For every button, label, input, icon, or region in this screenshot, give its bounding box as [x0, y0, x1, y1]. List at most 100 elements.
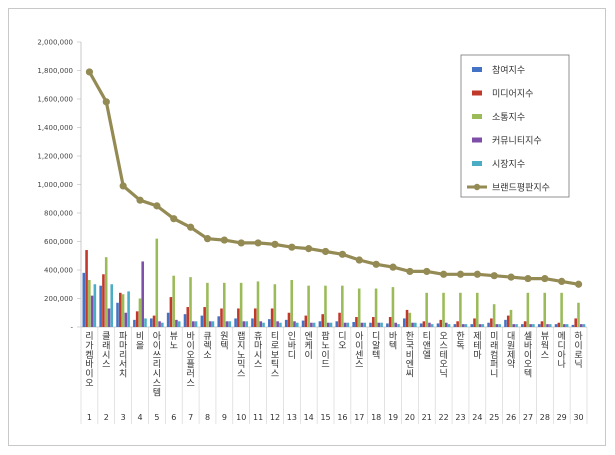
bar-1-30: [571, 324, 575, 327]
bar-5-19: [397, 324, 400, 327]
bar-5-14: [312, 322, 316, 327]
bar-5-16: [346, 322, 350, 327]
bar-5-10: [245, 321, 248, 327]
bar-3-8: [206, 282, 209, 327]
bar-4-4: [141, 261, 144, 327]
line-point-21: [423, 267, 431, 276]
bar-5-11: [262, 322, 265, 327]
category-number: 1: [87, 413, 92, 422]
bar-4-10: [242, 321, 246, 327]
line-point-18: [372, 260, 380, 268]
bar-1-3: [116, 302, 119, 327]
chart-frame: - 200,000 400,000 600,000 800,000 1,000,000 1,…: [8, 8, 606, 446]
bar-2-13: [287, 312, 291, 327]
line-point-5: [153, 202, 161, 210]
bar-5-18: [380, 322, 383, 327]
bar-3-28: [543, 292, 547, 327]
bar-5-29: [565, 324, 569, 327]
bar-2-4: [135, 311, 139, 327]
y-tick-label: 200,000: [44, 295, 73, 303]
bar-1-24: [470, 324, 474, 327]
bar-3-14: [307, 285, 310, 327]
category-number: 3: [121, 413, 126, 422]
bar-1-4: [133, 319, 136, 327]
bar-5-9: [228, 321, 232, 327]
bar-3-23: [459, 292, 462, 327]
bar-1-22: [436, 323, 440, 327]
category-number: 16: [337, 413, 347, 422]
line-point-23: [456, 270, 465, 278]
bar-5-6: [177, 321, 181, 327]
bar-5-26: [515, 324, 518, 327]
line-point-3: [119, 182, 127, 190]
bar-1-9: [217, 316, 221, 327]
bar-5-5: [161, 322, 164, 327]
bar-2-16: [338, 312, 341, 327]
line-point-10: [237, 239, 245, 247]
bar-3-7: [189, 277, 192, 327]
bar-1-23: [453, 324, 457, 327]
bar-1-20: [402, 318, 406, 327]
bar-4-2: [107, 308, 111, 327]
bar-1-5: [149, 318, 153, 327]
bar-3-26: [509, 309, 513, 327]
category-number: 30: [573, 413, 583, 422]
legend-label-1: 참여지수: [492, 64, 525, 76]
y-tick-label: 800,000: [44, 210, 73, 218]
bar-5-30: [582, 324, 586, 327]
bar-4-29: [563, 324, 566, 327]
bar-5-12: [279, 322, 282, 327]
line-point-14: [305, 245, 313, 253]
category-number: 23: [455, 413, 465, 422]
bar-3-30: [577, 302, 580, 327]
category-number: 9: [222, 413, 227, 422]
bar-3-16: [341, 285, 344, 327]
brand-reputation-chart: - 200,000 400,000 600,000 800,000 1,000,000 1,…: [37, 39, 588, 424]
category-number: 2: [104, 413, 109, 422]
bar-3-6: [172, 275, 175, 327]
category-number: 15: [320, 413, 330, 422]
bar-5-25: [498, 324, 501, 327]
line-point-28: [541, 274, 549, 283]
category-number: 24: [472, 413, 482, 422]
bar-5-7: [194, 321, 198, 327]
line-point-1: [85, 68, 94, 76]
bar-1-29: [554, 324, 558, 327]
bar-2-27: [523, 321, 527, 327]
bar-2-21: [422, 321, 426, 327]
category-number: 17: [354, 413, 364, 422]
bar-2-18: [372, 317, 375, 327]
bar-1-26: [504, 319, 507, 327]
line-point-12: [271, 240, 279, 248]
bar-2-8: [203, 307, 206, 327]
line-point-27: [524, 274, 532, 283]
bar-1-15: [318, 321, 322, 327]
bar-2-28: [540, 321, 544, 327]
bar-2-19: [388, 317, 392, 327]
category-number: 8: [205, 413, 210, 422]
bar-5-3: [127, 291, 130, 327]
bar-4-3: [124, 312, 128, 327]
bar-3-4: [138, 298, 142, 327]
legend-swatch-3: [472, 114, 482, 119]
category-number: 6: [171, 413, 176, 422]
bar-2-11: [253, 308, 257, 327]
bar-3-13: [290, 279, 294, 327]
bar-3-12: [273, 284, 277, 327]
bar-4-24: [478, 324, 482, 327]
category-number: 12: [270, 413, 280, 422]
bar-1-8: [200, 315, 204, 327]
category-number: 26: [506, 413, 516, 422]
line-point-8: [203, 235, 212, 243]
bar-1-19: [386, 323, 389, 327]
bar-5-23: [464, 324, 468, 327]
bar-5-2: [110, 284, 114, 327]
